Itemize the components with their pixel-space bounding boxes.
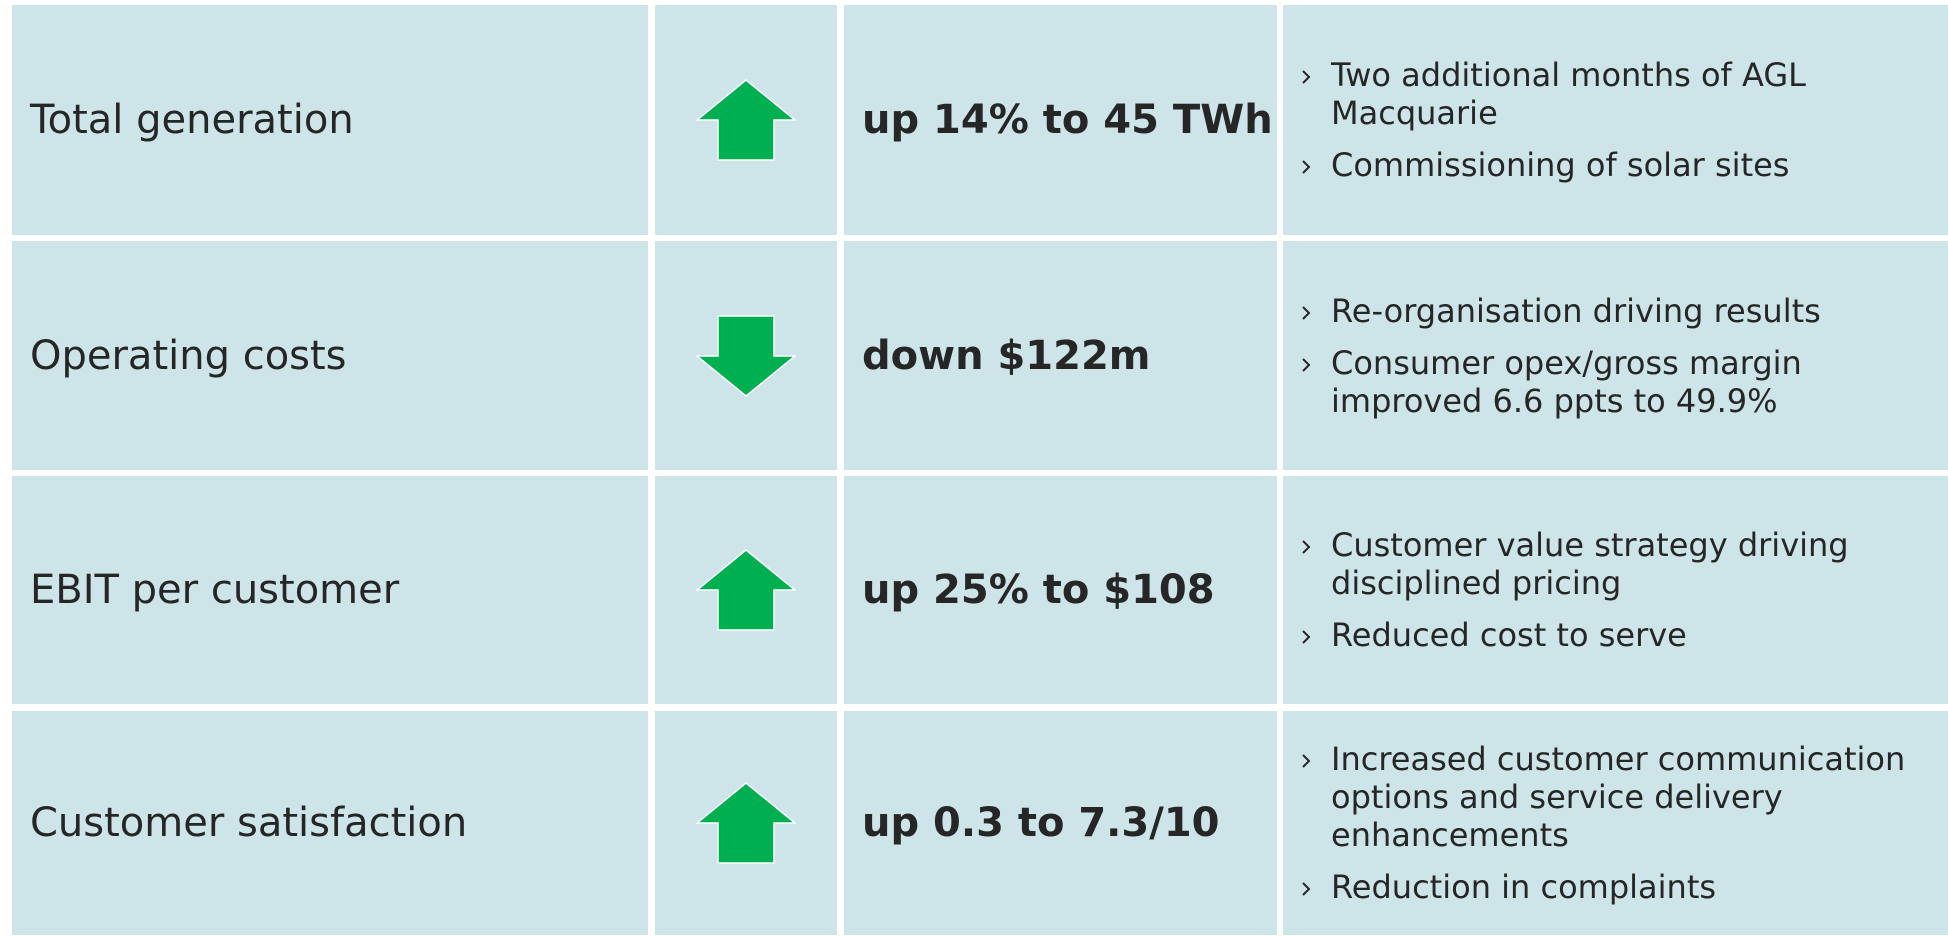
chevron bbox=[1302, 882, 1311, 896]
note: Consumer opex/gross margin improved 6.6 … bbox=[1301, 344, 1938, 420]
row-notes: Two additional months of AGL Macquarie C… bbox=[1283, 5, 1948, 235]
note-text: Increased customer communication options… bbox=[1331, 740, 1906, 854]
trend-arrow bbox=[655, 241, 837, 470]
note-text: Commissioning of solar sites bbox=[1331, 146, 1790, 184]
row-label: EBIT per customer bbox=[12, 476, 648, 704]
note: Re-organisation driving results bbox=[1301, 292, 1821, 330]
chevron bbox=[1302, 70, 1311, 84]
chevron bbox=[1302, 305, 1311, 320]
trend-arrow bbox=[655, 476, 837, 704]
row-label: Operating costs bbox=[12, 241, 648, 470]
note: Increased customer communication options… bbox=[1301, 740, 1938, 854]
row-notes: Customer value strategy driving discipli… bbox=[1283, 476, 1948, 704]
chevron bbox=[1302, 754, 1311, 768]
chevron bbox=[1302, 540, 1311, 554]
row-label: Total generation bbox=[12, 5, 648, 235]
up-arrow bbox=[696, 782, 796, 864]
note: Two additional months of AGL Macquarie bbox=[1301, 56, 1938, 132]
note-text: Two additional months of AGL Macquarie bbox=[1331, 56, 1806, 132]
row-value: up 0.3 to 7.3/10 bbox=[844, 711, 1277, 935]
up-arrow bbox=[696, 79, 796, 161]
row-notes: Re-organisation driving results Consumer… bbox=[1283, 241, 1948, 470]
row-value: down $122m bbox=[844, 241, 1277, 470]
down-arrow bbox=[696, 314, 796, 397]
note: Reduced cost to serve bbox=[1301, 616, 1687, 654]
note-text: Consumer opex/gross margin improved 6.6 … bbox=[1331, 343, 1802, 420]
note: Reduction in complaints bbox=[1301, 868, 1716, 906]
row-value: up 14% to 45 TWh bbox=[844, 5, 1277, 235]
row-notes: Increased customer communication options… bbox=[1283, 711, 1948, 935]
up-arrow bbox=[696, 549, 796, 631]
trend-arrow bbox=[655, 5, 837, 235]
chevron bbox=[1302, 160, 1311, 174]
note-text: Reduced cost to serve bbox=[1331, 616, 1687, 654]
trend-arrow bbox=[655, 711, 837, 935]
note-text: Reduction in complaints bbox=[1331, 868, 1717, 906]
note: Customer value strategy driving discipli… bbox=[1301, 526, 1938, 602]
row-value: up 25% to $108 bbox=[844, 476, 1277, 704]
chevron bbox=[1302, 357, 1311, 372]
chevron bbox=[1302, 630, 1311, 644]
note: Commissioning of solar sites bbox=[1301, 146, 1789, 184]
note-text: Customer value strategy driving discipli… bbox=[1331, 526, 1849, 602]
row-label: Customer satisfaction bbox=[12, 711, 648, 935]
note-text: Re-organisation driving results bbox=[1331, 291, 1821, 330]
